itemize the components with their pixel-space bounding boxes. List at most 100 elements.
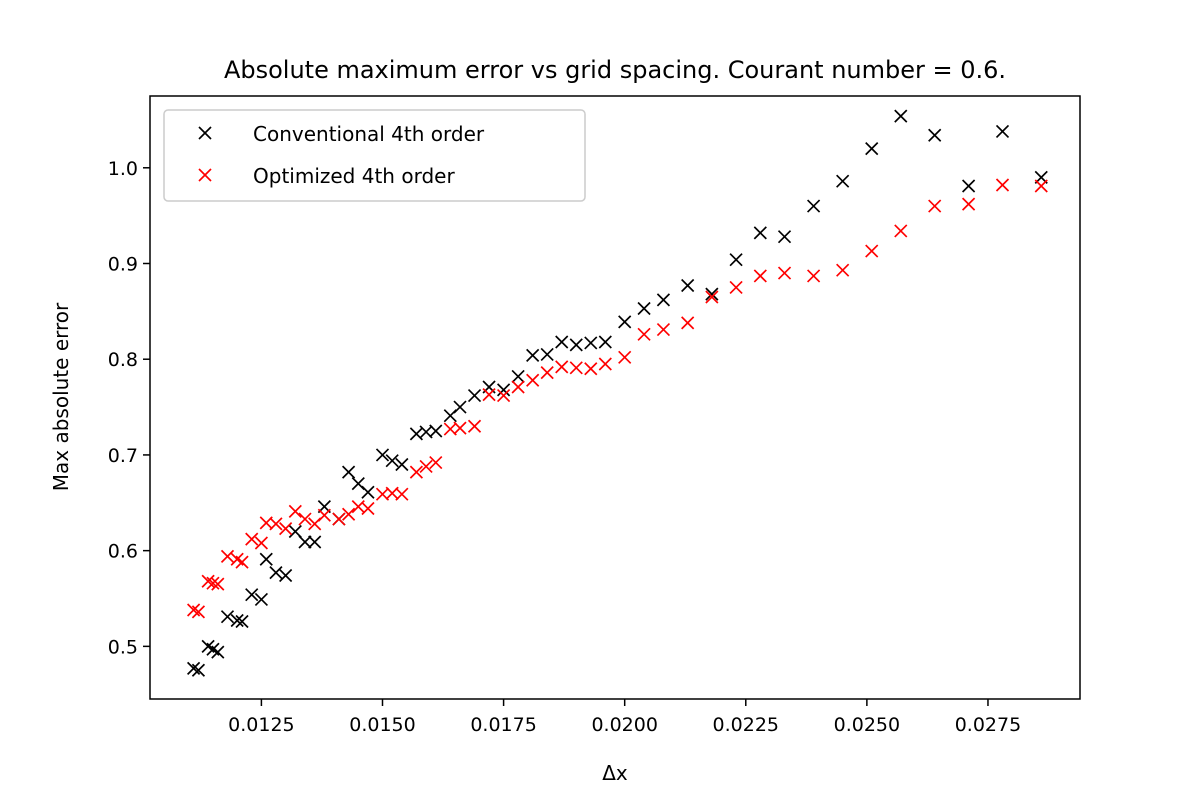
data-point	[806, 199, 821, 213]
data-point	[467, 419, 482, 433]
x-tick-label: 0.0175	[470, 714, 536, 736]
data-point	[269, 517, 283, 531]
data-point	[220, 610, 235, 624]
data-point	[569, 361, 583, 375]
legend-marker-x	[198, 126, 212, 140]
data-point	[729, 253, 743, 267]
data-point	[419, 459, 433, 474]
data-point	[656, 322, 671, 337]
data-point	[836, 174, 850, 188]
data-point	[806, 269, 821, 283]
y-tick-label: 0.8	[108, 349, 138, 371]
data-point	[220, 549, 235, 563]
data-point	[269, 566, 283, 580]
y-axis: 0.5 0.6 0.7 0.8 0.9 1.0	[108, 158, 150, 658]
data-point	[254, 536, 269, 550]
data-point	[245, 532, 259, 546]
data-point	[245, 588, 259, 602]
data-point	[453, 400, 467, 414]
x-tick-label: 0.0275	[955, 714, 1021, 736]
data-point	[279, 522, 293, 536]
data-point	[254, 592, 269, 607]
data-point	[230, 613, 244, 628]
data-point	[753, 269, 767, 283]
data-point	[279, 568, 293, 583]
data-point	[681, 316, 695, 330]
data-point	[753, 226, 767, 240]
data-point	[637, 327, 651, 341]
x-tick-label: 0.0150	[349, 714, 415, 736]
data-point	[511, 369, 525, 384]
y-tick-label: 1.0	[108, 158, 138, 180]
y-tick-label: 0.6	[108, 541, 138, 563]
data-point	[961, 197, 976, 211]
data-point	[569, 338, 583, 352]
data-point	[259, 552, 273, 566]
data-point	[598, 335, 612, 349]
data-point	[186, 661, 201, 675]
data-point	[656, 293, 671, 307]
data-point	[928, 128, 942, 142]
data-point	[206, 576, 220, 590]
x-tick-label: 0.0125	[228, 714, 294, 736]
chart-title: Absolute maximum error vs grid spacing. …	[224, 56, 1006, 84]
legend-label-optimized: Optimized 4th order	[253, 164, 455, 188]
x-tick-label: 0.0250	[834, 714, 900, 736]
data-point	[705, 290, 719, 304]
data-point	[555, 360, 569, 374]
series-optimized	[186, 178, 1048, 619]
y-tick-label: 0.7	[108, 445, 138, 467]
x-axis-label: Δx	[602, 761, 628, 785]
data-point	[777, 266, 792, 280]
data-point	[235, 555, 249, 569]
data-point	[995, 178, 1010, 192]
data-point	[836, 263, 850, 277]
data-point	[540, 347, 554, 362]
legend-box	[163, 109, 586, 202]
data-point	[777, 230, 792, 244]
data-point	[201, 574, 215, 588]
y-tick-label: 0.5	[108, 636, 138, 658]
data-point	[584, 362, 598, 376]
legend-label-conventional: Conventional 4th order	[253, 122, 485, 146]
data-point	[526, 373, 540, 387]
y-axis-label: Max absolute error	[49, 302, 73, 491]
x-axis: 0.0125 0.0150 0.0175 0.0200 0.0225 0.0250 0.02…	[228, 699, 1021, 736]
data-point	[186, 603, 201, 617]
data-point	[482, 388, 496, 402]
data-point	[395, 487, 409, 501]
data-point	[341, 465, 356, 479]
data-point	[467, 388, 482, 403]
data-point	[865, 244, 879, 258]
axes-frame	[149, 95, 1081, 700]
data-point	[705, 287, 719, 301]
legend: Conventional 4th order Optimized 4th ord…	[163, 109, 586, 202]
legend-marker-x	[198, 168, 212, 182]
data-point	[385, 454, 399, 468]
data-point	[928, 199, 942, 213]
data-point	[375, 448, 390, 462]
x-tick-label: 0.0225	[713, 714, 779, 736]
data-point	[618, 350, 632, 364]
data-point	[308, 535, 322, 549]
data-point	[729, 280, 743, 295]
y-tick-label: 0.9	[108, 254, 138, 276]
data-point	[540, 366, 554, 380]
data-point	[995, 124, 1010, 139]
data-point	[409, 465, 424, 479]
data-point	[395, 457, 409, 472]
data-point	[361, 485, 375, 499]
data-point	[526, 348, 540, 362]
data-point	[191, 663, 206, 677]
data-point	[894, 109, 908, 123]
data-point	[298, 535, 312, 549]
legend-marker-optimized	[198, 168, 212, 182]
data-point	[341, 507, 356, 521]
data-point	[298, 512, 312, 526]
data-point	[317, 508, 331, 522]
data-point	[429, 424, 443, 438]
data-point	[496, 383, 511, 397]
data-point	[361, 501, 375, 516]
data-point	[637, 301, 651, 316]
